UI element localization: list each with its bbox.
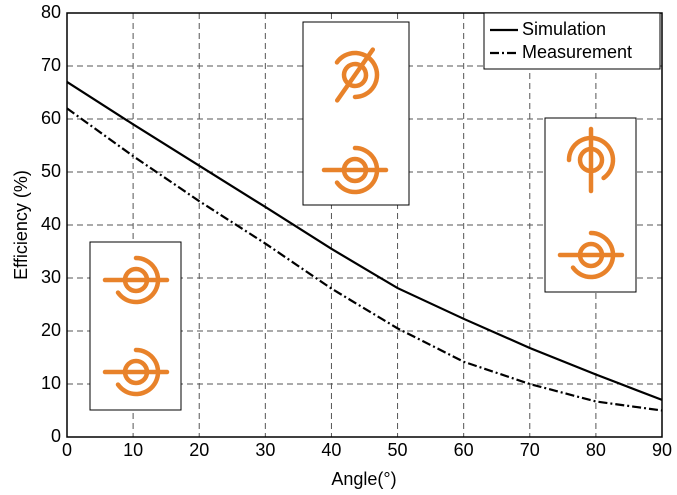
- y-axis-label: Efficiency (%): [11, 170, 31, 280]
- x-tick-label: 90: [652, 440, 672, 460]
- x-tick-label: 20: [189, 440, 209, 460]
- x-tick-label: 50: [388, 440, 408, 460]
- y-tick-label: 20: [41, 320, 61, 340]
- inset: [89, 241, 182, 411]
- axes-frame: [66, 12, 663, 438]
- y-tick-label: 40: [41, 214, 61, 234]
- y-tick-label: 60: [41, 108, 61, 128]
- x-tick-label: 80: [586, 440, 606, 460]
- legend: Simulation Measurement: [483, 12, 661, 70]
- x-tick-label: 70: [520, 440, 540, 460]
- inset: [544, 117, 637, 293]
- legend-box: [483, 12, 661, 70]
- x-axis-label: Angle(°): [331, 469, 396, 489]
- legend-label: Measurement: [522, 42, 632, 62]
- x-tick-label: 10: [123, 440, 143, 460]
- y-tick-label: 50: [41, 161, 61, 181]
- inset: [302, 21, 410, 206]
- x-tick-label: 0: [62, 440, 72, 460]
- y-tick-label: 10: [41, 373, 61, 393]
- x-tick-label: 60: [454, 440, 474, 460]
- x-tick-label: 30: [255, 440, 275, 460]
- data-line: [66, 80, 663, 401]
- x-tick-label: 40: [321, 440, 341, 460]
- y-tick-label: 0: [51, 426, 61, 446]
- y-tick-label: 70: [41, 55, 61, 75]
- y-tick-label: 80: [41, 2, 61, 22]
- y-tick-label: 30: [41, 267, 61, 287]
- legend-label: Simulation: [522, 19, 606, 39]
- data-line: [66, 107, 663, 412]
